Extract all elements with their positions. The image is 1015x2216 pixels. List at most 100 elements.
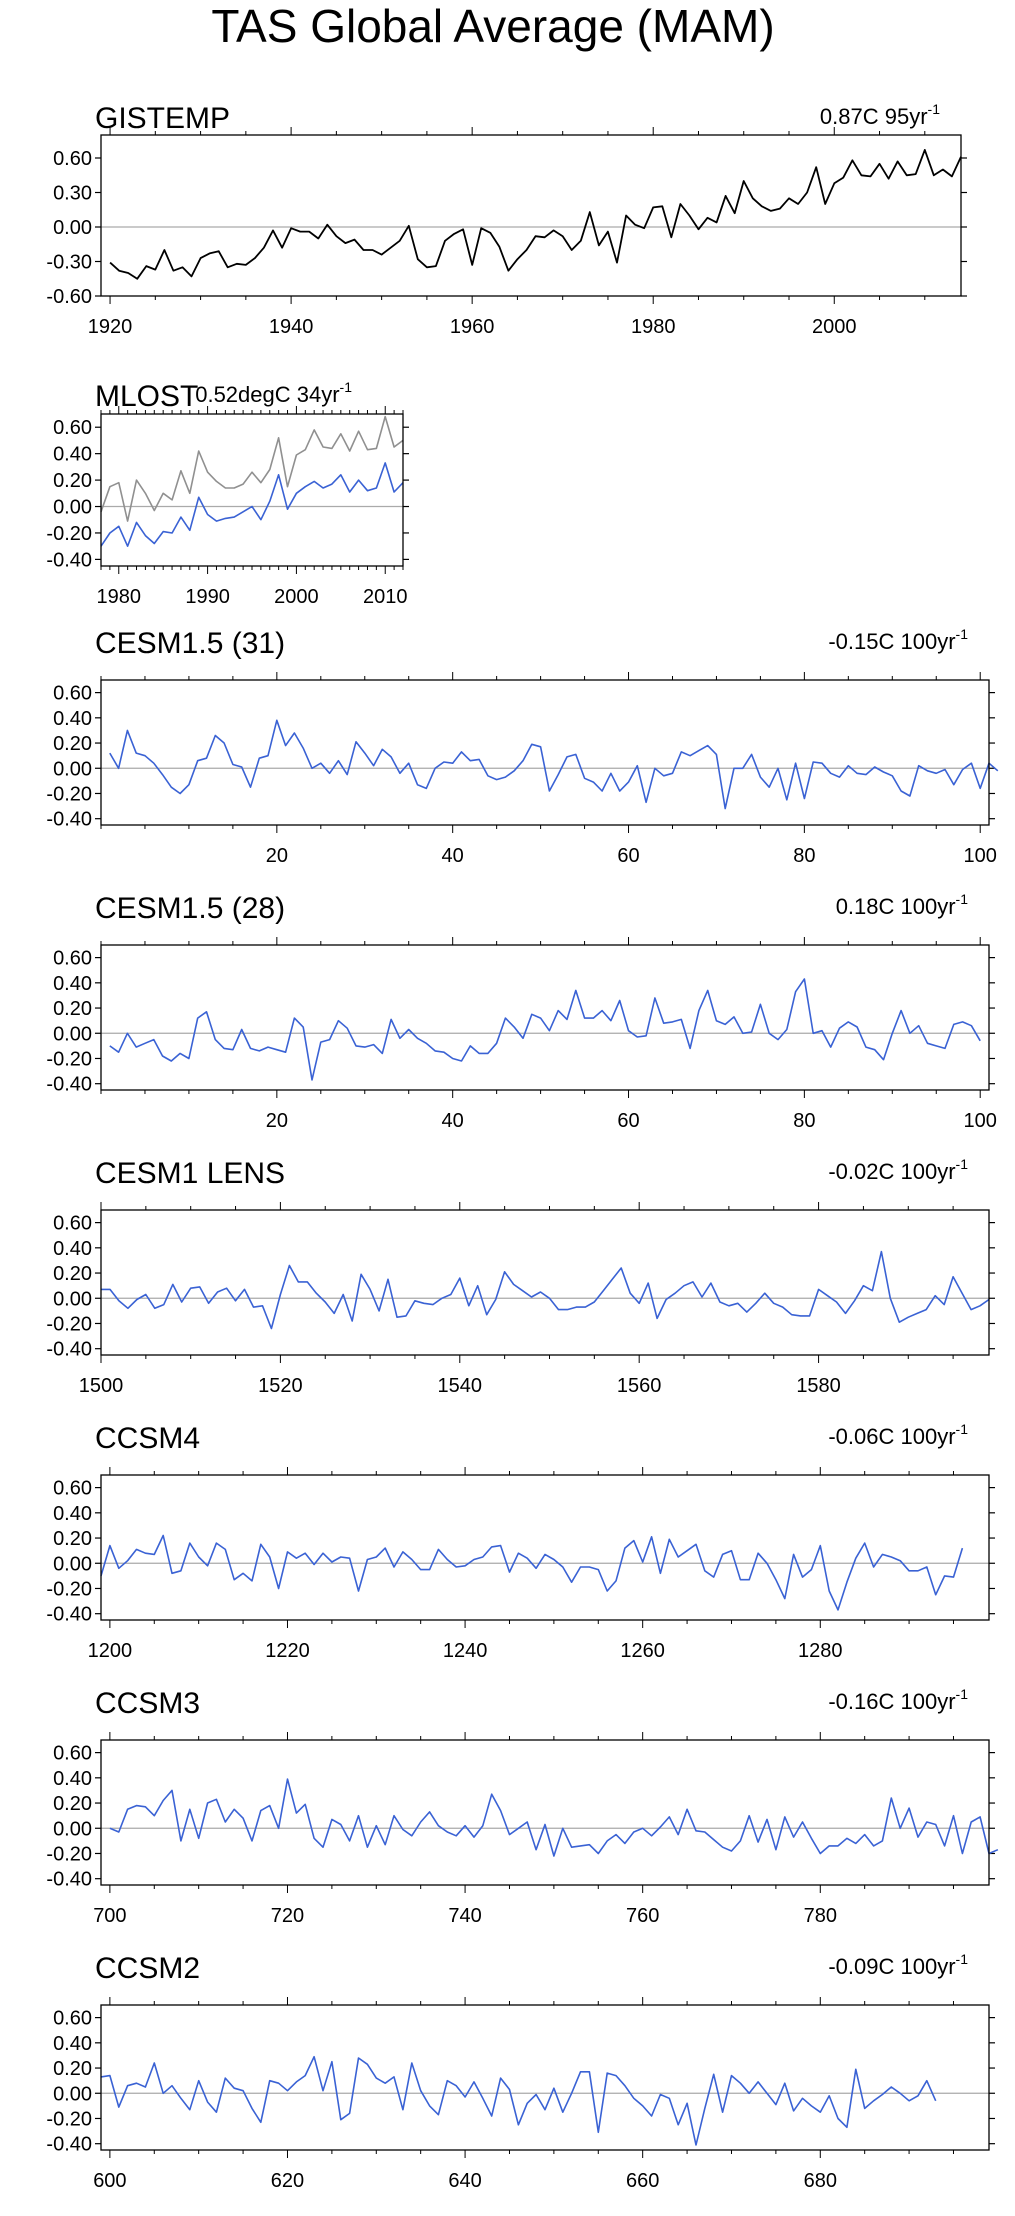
y-tick-label: 0.20	[53, 1263, 92, 1285]
x-tick-label: 660	[626, 2170, 659, 2192]
x-tick-label: 1580	[796, 1375, 841, 1397]
trend-exponent: -1	[956, 1951, 969, 1967]
y-tick-label: -0.20	[46, 1313, 92, 1335]
x-tick-label: 700	[93, 1905, 126, 1927]
series-line-0	[100, 415, 404, 522]
x-tick-label: 1960	[450, 316, 495, 338]
plot-frame	[100, 679, 990, 826]
y-tick-label: 0.40	[53, 444, 92, 466]
x-tick-label: 760	[626, 1905, 659, 1927]
y-tick-label: 0.20	[53, 998, 92, 1020]
y-tick-label: -0.20	[46, 1578, 92, 1600]
panel-title: CESM1.5 (28)	[95, 892, 285, 925]
x-tick-label: 680	[804, 2170, 837, 2192]
panel-ccsm4: CCSM4 -0.06C 100yr-1 0.60 0.40 0.20 0.00 -0.20…	[46, 1421, 995, 1662]
trend-exponent: -1	[956, 1156, 969, 1172]
trend-value: 0.18C 100yr	[836, 894, 956, 919]
y-tick-label: -0.40	[46, 1604, 92, 1626]
plot-frame	[100, 1209, 990, 1356]
x-tick-label: 780	[804, 1905, 837, 1927]
y-tick-label: -0.60	[46, 286, 92, 308]
series-line-0	[109, 1778, 999, 1857]
panel-title: CCSM2	[95, 1952, 200, 1985]
y-tick-label: -0.20	[46, 783, 92, 805]
y-tick-label: 0.60	[53, 1743, 92, 1765]
trend-label: -0.02C 100yr-1	[828, 1156, 968, 1184]
y-tick-label: 0.60	[53, 148, 92, 170]
y-tick-label: -0.20	[46, 1048, 92, 1070]
trend-exponent: -1	[956, 1421, 969, 1437]
panel-ccsm2: CCSM2 -0.09C 100yr-1 0.60 0.40 0.20 0.00 -0.20…	[46, 1951, 995, 2192]
x-tick-label: 720	[271, 1905, 304, 1927]
trend-label: -0.16C 100yr-1	[828, 1686, 968, 1714]
y-tick-label: 0.00	[53, 1818, 92, 1840]
x-tick-label: 1990	[185, 586, 230, 608]
y-tick-label: -0.30	[46, 252, 92, 274]
y-tick-label: 0.00	[53, 217, 92, 239]
y-tick-label: 0.60	[53, 417, 92, 439]
plot-frame	[100, 1739, 990, 1886]
panel-ccsm3: CCSM3 -0.16C 100yr-1 0.60 0.40 0.20 0.00 -0.20…	[46, 1686, 999, 1927]
x-tick-label: 100	[964, 845, 997, 867]
series-line-1	[100, 462, 404, 548]
y-tick-label: 0.40	[53, 1768, 92, 1790]
x-tick-label: 1520	[258, 1375, 303, 1397]
y-tick-label: -0.40	[46, 549, 92, 571]
series-line-0	[100, 1534, 964, 1611]
trend-label: 0.52degC 34yr-1	[195, 379, 352, 407]
x-tick-label: 600	[93, 2170, 126, 2192]
x-tick-label: 1280	[798, 1640, 843, 1662]
x-tick-label: 100	[964, 1110, 997, 1132]
x-tick-label: 20	[266, 1110, 288, 1132]
x-tick-label: 1940	[269, 316, 314, 338]
x-tick-label: 1540	[438, 1375, 483, 1397]
y-tick-label: 0.00	[53, 758, 92, 780]
series-line-0	[109, 719, 999, 810]
plot-frame	[100, 413, 404, 567]
y-tick-label: -0.20	[46, 1843, 92, 1865]
y-tick-label: 0.00	[53, 497, 92, 519]
panel-title: MLOST	[95, 380, 198, 413]
plot-frame	[100, 134, 962, 297]
panel-cesm15-31: CESM1.5 (31) -0.15C 100yr-1 0.60 0.40 0.20 0.…	[46, 626, 999, 867]
trend-value: 0.52degC 34yr	[195, 382, 339, 407]
x-tick-label: 60	[617, 845, 639, 867]
y-tick-label: 0.60	[53, 2008, 92, 2030]
panel-title: CESM1.5 (31)	[95, 627, 285, 660]
y-tick-label: 0.40	[53, 708, 92, 730]
trend-value: -0.15C 100yr	[828, 629, 955, 654]
y-tick-label: 0.00	[53, 1023, 92, 1045]
x-tick-label: 2000	[274, 586, 319, 608]
y-tick-label: 0.20	[53, 470, 92, 492]
series-line-0	[109, 148, 962, 280]
x-tick-label: 640	[448, 2170, 481, 2192]
x-tick-label: 20	[266, 845, 288, 867]
y-tick-label: 0.20	[53, 733, 92, 755]
series-line-0	[100, 2055, 937, 2146]
trend-value: -0.16C 100yr	[828, 1689, 955, 1714]
series-line-0	[109, 978, 981, 1081]
plot-frame	[100, 1474, 990, 1621]
y-tick-label: 0.00	[53, 1553, 92, 1575]
y-tick-label: 0.40	[53, 1238, 92, 1260]
y-tick-label: 0.40	[53, 1503, 92, 1525]
y-tick-label: -0.40	[46, 809, 92, 831]
figure-title: TAS Global Average (MAM)	[211, 0, 774, 52]
x-tick-label: 40	[442, 1110, 464, 1132]
trend-exponent: -1	[956, 1686, 969, 1702]
x-tick-label: 2010	[363, 586, 408, 608]
x-tick-label: 80	[793, 1110, 815, 1132]
y-tick-label: 0.00	[53, 2083, 92, 2105]
y-tick-label: 0.20	[53, 1793, 92, 1815]
trend-value: -0.02C 100yr	[828, 1159, 955, 1184]
y-tick-label: 0.20	[53, 1528, 92, 1550]
plot-frame	[100, 2004, 990, 2151]
trend-value: 0.87C 95yr	[820, 104, 928, 129]
y-tick-label: -0.40	[46, 1869, 92, 1891]
trend-label: -0.15C 100yr-1	[828, 626, 968, 654]
y-tick-label: 0.00	[53, 1288, 92, 1310]
y-tick-label: 0.60	[53, 683, 92, 705]
panel-cesm1-lens: CESM1 LENS -0.02C 100yr-1 0.60 0.40 0.20 0.00…	[46, 1156, 995, 1397]
series-line-0	[101, 1250, 990, 1330]
